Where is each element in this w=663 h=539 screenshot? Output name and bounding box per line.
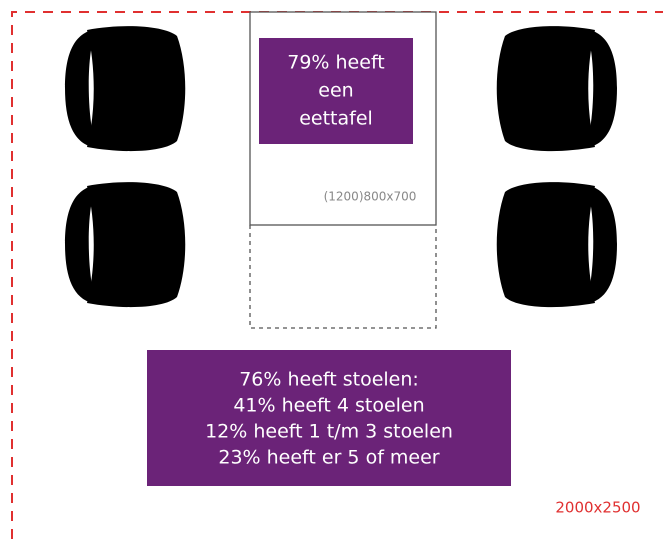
chair [65,182,186,308]
room-outline [11,11,663,539]
info-line: 76% heeft stoelen: [239,369,419,391]
info-line: 23% heeft er 5 of meer [218,447,439,469]
chair [65,26,186,152]
room-size-label: 2000x2500 [555,499,640,517]
chair [496,26,617,152]
table-extension [249,225,437,329]
info-line: 41% heeft 4 stoelen [233,395,424,417]
table-info-box [259,38,413,144]
info-line: een [318,80,353,102]
info-line: 79% heeft [287,52,385,74]
chairs-info-box [147,350,511,486]
table-size-label: (1200)800x700 [324,190,417,204]
info-line: 12% heeft 1 t/m 3 stoelen [205,421,453,443]
chair [496,182,617,308]
info-line: eettafel [299,108,373,130]
